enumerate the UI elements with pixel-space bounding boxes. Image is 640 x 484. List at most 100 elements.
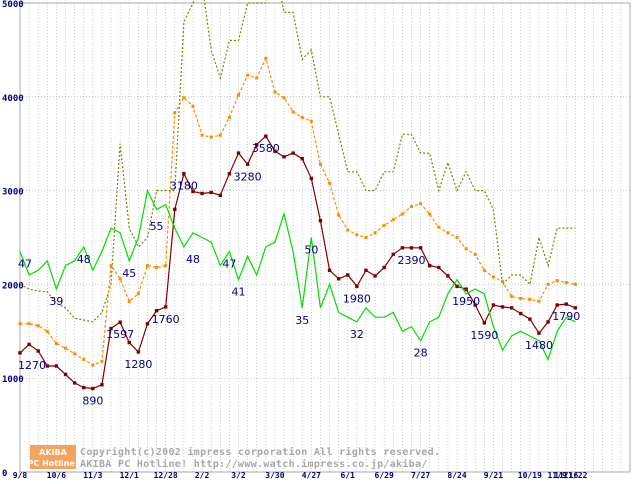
data-point-min [264, 134, 268, 138]
data-label: 32 [350, 328, 364, 341]
data-label: 1480 [525, 339, 553, 352]
x-tick-label: 6/1 [341, 471, 356, 480]
data-label: 35 [295, 314, 309, 327]
data-point-min [537, 331, 541, 335]
data-point-min [209, 190, 213, 195]
data-point-avg [464, 247, 468, 251]
data-point-min [546, 320, 550, 324]
data-label: 2390 [397, 254, 425, 267]
data-point-min [136, 350, 141, 354]
data-point-avg [428, 212, 432, 216]
x-tick-label: 11/16 [554, 471, 578, 480]
footer-credit: AKIBA PC Hotline! Copyright(c)2002 impre… [28, 445, 440, 470]
data-point-min [191, 189, 195, 194]
data-point-avg [173, 111, 177, 115]
copyright-line-2: AKIBA PC Hotline! http://www.watch.impre… [80, 458, 428, 470]
data-label: 39 [49, 295, 63, 308]
data-point-avg [409, 205, 413, 209]
data-point-avg [519, 296, 523, 300]
x-tick-label: 10/19 [518, 471, 542, 480]
data-label: 3280 [234, 170, 262, 183]
data-point-avg [36, 324, 40, 328]
data-point-avg [118, 277, 122, 281]
data-point-min [473, 303, 477, 307]
x-tick-label: 12/1 [120, 471, 139, 480]
data-point-avg [564, 281, 568, 285]
x-tick-label: 11/9 [548, 471, 567, 480]
data-point-min [428, 263, 432, 268]
data-label: 1980 [343, 292, 371, 305]
data-point-avg [155, 266, 159, 270]
data-label: 55 [150, 220, 164, 233]
data-label: 3580 [252, 142, 280, 155]
data-point-min [382, 265, 386, 270]
data-point-min [200, 191, 204, 196]
data-point-avg [555, 279, 559, 283]
data-point-min [218, 193, 222, 197]
data-point-avg [309, 119, 313, 123]
data-point-avg [300, 115, 304, 119]
data-point-min [173, 207, 177, 212]
data-point-avg [200, 133, 204, 137]
data-point-avg [382, 223, 386, 227]
x-tick-label: 6/29 [375, 471, 394, 480]
data-point-avg [18, 322, 22, 326]
data-point-avg [364, 236, 368, 239]
data-point-min [573, 306, 578, 310]
gridlines [19, 2, 631, 473]
series-line-shops [19, 188, 576, 362]
data-point-avg [482, 268, 486, 272]
series-max [19, 0, 576, 323]
data-point-avg [510, 295, 514, 299]
data-point-avg [82, 357, 86, 361]
data-point-min [555, 303, 559, 307]
series-min [18, 134, 578, 391]
data-point-avg [209, 135, 213, 139]
x-tick-label: 11/22 [563, 471, 587, 480]
x-tick-label: 9/8 [13, 471, 28, 480]
data-point-min [27, 342, 31, 347]
data-point-avg [446, 231, 450, 235]
data-point-avg [164, 264, 168, 268]
data-label: 1950 [452, 295, 480, 308]
data-point-avg [346, 228, 350, 232]
data-label: 1280 [124, 358, 152, 371]
data-point-min [309, 176, 314, 181]
data-point-min [464, 287, 468, 291]
data-point-avg [182, 96, 186, 100]
data-point-min [373, 274, 377, 278]
data-point-min [163, 305, 168, 309]
logo-badge [30, 445, 76, 469]
data-point-min [318, 218, 323, 223]
x-tick-label: 4/27 [302, 471, 321, 480]
series-line-avg [20, 56, 576, 366]
copyright-line-1: Copyright(c)2002 impress corporation All… [80, 446, 440, 458]
data-label: 47 [222, 258, 236, 271]
data-point-min [154, 308, 159, 313]
data-point-avg [455, 236, 459, 239]
data-label: 28 [414, 347, 428, 360]
data-point-min [36, 349, 40, 353]
data-point-avg [537, 299, 541, 303]
data-label: 1590 [470, 329, 498, 342]
data-point-min [63, 372, 68, 377]
data-label: 890 [82, 395, 103, 408]
data-point-avg [400, 212, 404, 216]
data-point-avg [127, 299, 131, 303]
x-tick-label: 9/21 [484, 471, 503, 480]
data-label: 1760 [152, 313, 180, 326]
data-point-min [18, 351, 22, 355]
data-point-min [91, 386, 95, 391]
data-point-min [273, 149, 277, 153]
data-point-avg [227, 115, 231, 119]
data-point-min [346, 273, 350, 277]
data-point-min [291, 151, 295, 155]
data-point-min [528, 317, 532, 321]
data-point-avg [373, 231, 377, 235]
x-tick-label: 8/24 [447, 471, 466, 480]
x-axis-ticks: 9/8 10/6 11/3 12/1 12/28 2/2 3/2 3/30 4/27 6/1 6/2… [13, 471, 588, 480]
data-point-min [72, 381, 77, 385]
y-tick-label: 5000 [2, 0, 24, 10]
data-point-min [482, 321, 487, 325]
plot-frame [19, 2, 631, 473]
